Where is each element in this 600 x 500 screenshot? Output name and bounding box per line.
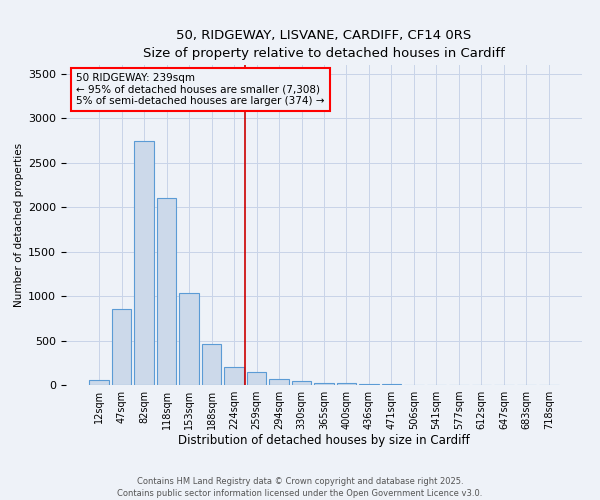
Bar	[382, 384, 401, 385]
Bar	[89, 380, 109, 385]
X-axis label: Distribution of detached houses by size in Cardiff: Distribution of detached houses by size …	[178, 434, 470, 446]
Bar	[292, 381, 311, 385]
Bar	[134, 140, 154, 385]
Bar	[202, 344, 221, 385]
Y-axis label: Number of detached properties: Number of detached properties	[14, 143, 24, 307]
Title: 50, RIDGEWAY, LISVANE, CARDIFF, CF14 0RS
Size of property relative to detached h: 50, RIDGEWAY, LISVANE, CARDIFF, CF14 0RS…	[143, 28, 505, 60]
Bar	[179, 294, 199, 385]
Bar	[269, 379, 289, 385]
Bar	[112, 310, 131, 385]
Bar	[337, 384, 356, 385]
Bar	[247, 372, 266, 385]
Text: Contains HM Land Registry data © Crown copyright and database right 2025.
Contai: Contains HM Land Registry data © Crown c…	[118, 476, 482, 498]
Bar	[359, 384, 379, 385]
Bar	[157, 198, 176, 385]
Bar	[224, 367, 244, 385]
Bar	[314, 383, 334, 385]
Text: 50 RIDGEWAY: 239sqm
← 95% of detached houses are smaller (7,308)
5% of semi-deta: 50 RIDGEWAY: 239sqm ← 95% of detached ho…	[76, 73, 325, 106]
